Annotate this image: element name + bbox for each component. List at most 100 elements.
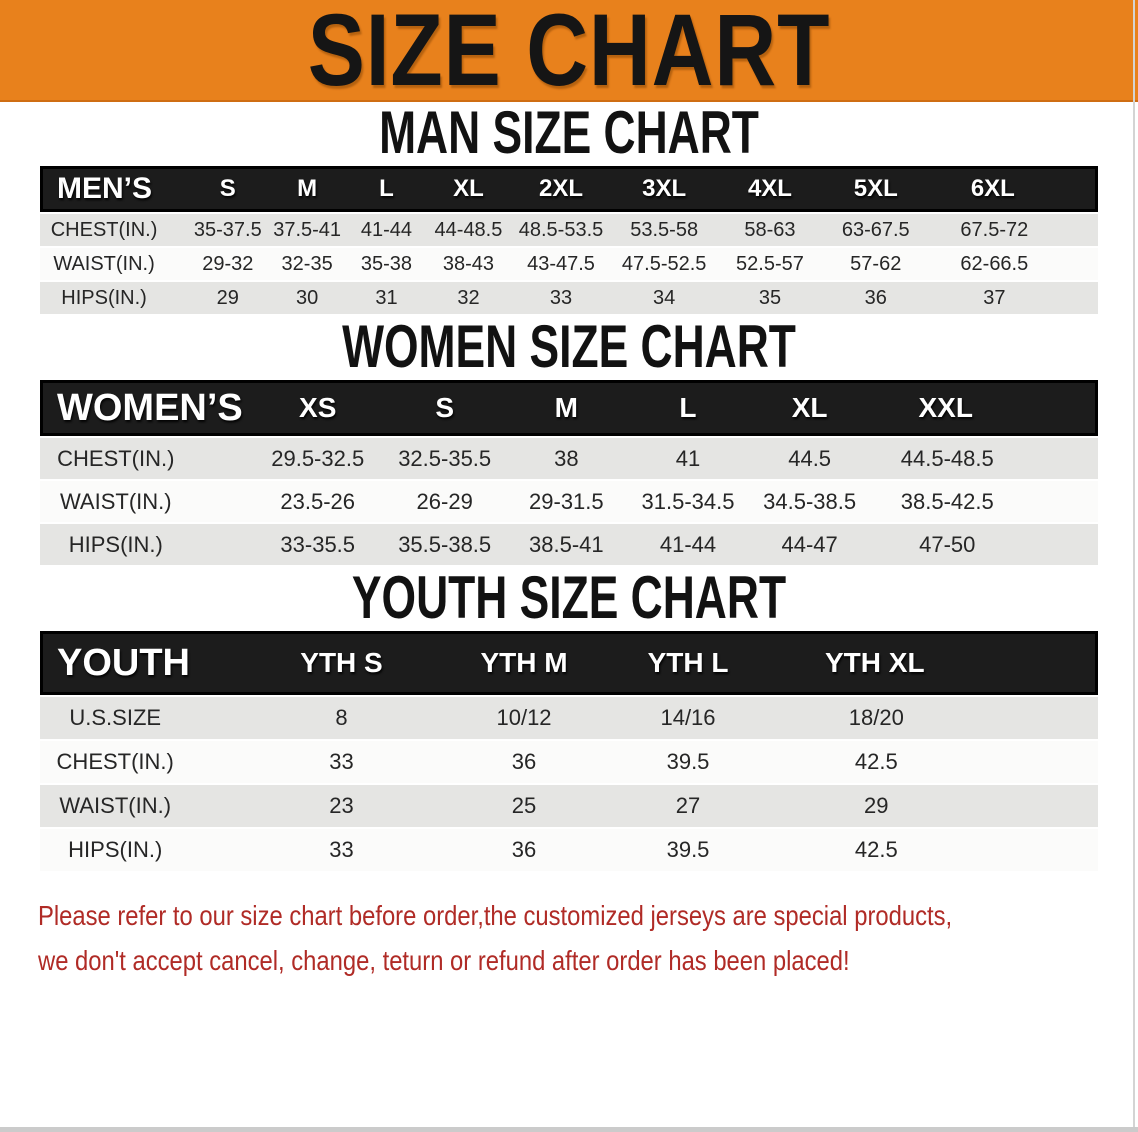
row-label: WAIST(IN.) [40,481,252,522]
size-value-cell: 36 [452,829,596,871]
table-row: HIPS(IN.) 33 36 39.5 42.5 [40,829,1098,871]
row-label: CHEST(IN.) [40,741,231,783]
size-value-cell: 41-44 [346,214,427,246]
size-chart-banner: SIZE CHART [0,0,1138,102]
table-row: CHEST(IN.) 29.5-32.5 32.5-35.5 38 41 44.… [40,438,1098,479]
banner-title: SIZE CHART [307,0,831,107]
size-value-cell: 43-47.5 [510,248,612,280]
size-value-cell: 47.5-52.5 [611,248,718,280]
column-header: YTH XL [780,631,1098,695]
size-value-cell: 58-63 [717,214,823,246]
womens-header-row: WOMEN’S XS S M L XL XXL [40,380,1098,436]
size-value-cell: 42.5 [780,829,1098,871]
size-value-cell: 18/20 [780,697,1098,739]
size-value-cell: 41 [627,438,749,479]
column-header: L [346,166,427,212]
size-value-cell: 44-48.5 [426,214,511,246]
size-value-cell: 30 [267,282,347,314]
size-value-cell: 47-50 [870,524,1098,565]
size-value-cell: 52.5-57 [717,248,823,280]
size-value-cell: 31.5-34.5 [627,481,749,522]
size-value-cell: 38.5-41 [505,524,628,565]
column-header: YTH L [595,631,781,695]
row-label: WAIST(IN.) [40,785,231,827]
table-row: CHEST(IN.) 35-37.5 37.5-41 41-44 44-48.5… [40,214,1098,246]
size-value-cell: 33-35.5 [251,524,384,565]
table-row: WAIST(IN.) 29-32 32-35 35-38 38-43 43-47… [40,248,1098,280]
size-value-cell: 39.5 [595,829,781,871]
size-value-cell: 33 [230,829,453,871]
row-label: CHEST(IN.) [40,214,189,246]
size-value-cell: 34 [611,282,718,314]
youth-section-heading: YOUTH SIZE CHART [351,564,787,631]
size-value-cell: 53.5-58 [611,214,718,246]
column-header: YTH S [230,631,453,695]
size-value-cell: 29 [188,282,268,314]
mens-header-row: MEN’S S M L XL 2XL 3XL 4XL 5XL 6XL [40,166,1098,212]
column-header: YTH M [452,631,596,695]
mens-table-label: MEN’S [40,166,189,212]
youth-size-table: YOUTH YTH S YTH M YTH L YTH XL U.S.SIZE … [40,629,1098,873]
column-header: 2XL [510,166,612,212]
size-value-cell: 35 [717,282,823,314]
disclaimer-line-1: Please refer to our size chart before or… [38,900,953,931]
size-value-cell: 67.5-72 [928,214,1098,246]
size-value-cell: 63-67.5 [822,214,929,246]
disclaimer-line-2: we don't accept cancel, change, teturn o… [38,945,850,976]
youth-header-row: YOUTH YTH S YTH M YTH L YTH XL [40,631,1098,695]
size-value-cell: 36 [452,741,596,783]
size-value-cell: 29-32 [188,248,268,280]
row-label: HIPS(IN.) [40,829,231,871]
youth-table-label: YOUTH [40,631,231,695]
column-header: M [267,166,347,212]
table-row: HIPS(IN.) 33-35.5 35.5-38.5 38.5-41 41-4… [40,524,1098,565]
size-value-cell: 44.5 [748,438,871,479]
row-label: U.S.SIZE [40,697,231,739]
size-value-cell: 35.5-38.5 [383,524,506,565]
row-label: HIPS(IN.) [40,282,189,314]
column-header: 3XL [611,166,718,212]
size-value-cell: 33 [230,741,453,783]
column-header: XL [426,166,511,212]
size-value-cell: 25 [452,785,596,827]
man-section-heading: MAN SIZE CHART [379,99,759,166]
womens-size-table: WOMEN’S XS S M L XL XXL CHEST(IN.) 29.5-… [40,378,1098,567]
size-value-cell: 29-31.5 [505,481,628,522]
right-edge-line [1133,0,1135,1132]
size-value-cell: 42.5 [780,741,1098,783]
size-value-cell: 44-47 [748,524,871,565]
size-value-cell: 39.5 [595,741,781,783]
column-header: 4XL [717,166,823,212]
column-header: XS [251,380,384,436]
column-header: 6XL [928,166,1098,212]
table-row: CHEST(IN.) 33 36 39.5 42.5 [40,741,1098,783]
table-row: U.S.SIZE 8 10/12 14/16 18/20 [40,697,1098,739]
size-value-cell: 10/12 [452,697,596,739]
size-value-cell: 62-66.5 [928,248,1098,280]
size-value-cell: 57-62 [822,248,929,280]
row-label: HIPS(IN.) [40,524,252,565]
size-value-cell: 32 [426,282,511,314]
mens-size-table: MEN’S S M L XL 2XL 3XL 4XL 5XL 6XL CHEST… [40,164,1098,316]
man-size-chart-section: MAN SIZE CHART MEN’S S M L XL 2XL 3XL 4X… [0,102,1138,316]
size-value-cell: 23.5-26 [251,481,384,522]
row-label: WAIST(IN.) [40,248,189,280]
womens-table-label: WOMEN’S [40,380,252,436]
row-label: CHEST(IN.) [40,438,252,479]
size-value-cell: 38 [505,438,628,479]
disclaimer-text: Please refer to our size chart before or… [38,893,1126,983]
youth-size-chart-section: YOUTH SIZE CHART YOUTH YTH S YTH M YTH L… [0,567,1138,873]
size-value-cell: 35-38 [346,248,427,280]
size-value-cell: 36 [822,282,929,314]
size-value-cell: 23 [230,785,453,827]
size-value-cell: 35-37.5 [188,214,268,246]
size-value-cell: 26-29 [383,481,506,522]
column-header: XL [748,380,871,436]
size-value-cell: 29 [780,785,1098,827]
size-value-cell: 14/16 [595,697,781,739]
size-value-cell: 48.5-53.5 [510,214,612,246]
size-value-cell: 32-35 [267,248,347,280]
column-header: S [188,166,268,212]
column-header: M [505,380,628,436]
size-value-cell: 34.5-38.5 [748,481,871,522]
